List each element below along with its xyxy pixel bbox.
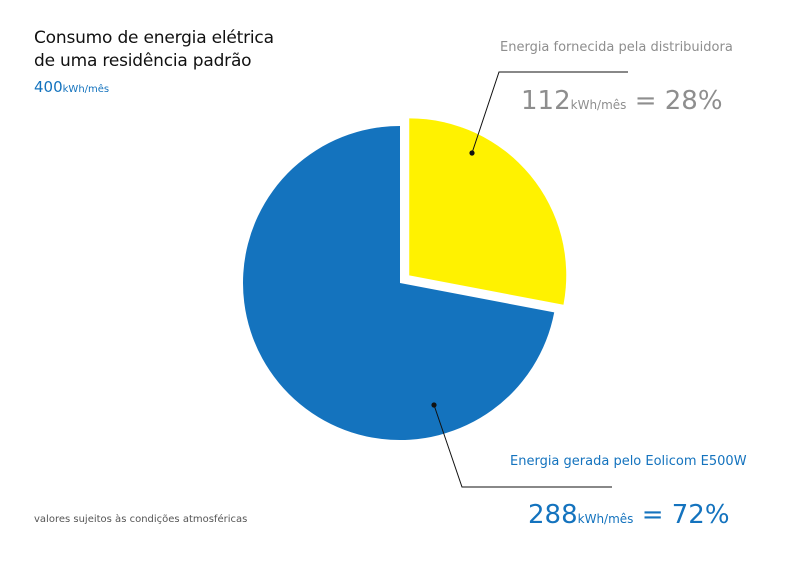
footnote: valores sujeitos às condições atmosféric… xyxy=(34,514,248,525)
chart-title-line-1: Consumo de energia elétrica xyxy=(34,28,274,48)
generated-unit: kWh/mês xyxy=(577,512,634,526)
leader-line-supplier xyxy=(471,71,628,154)
generated-kwh: 288 xyxy=(528,500,578,530)
slice-label-supplier: Energia fornecida pela distribuidora xyxy=(500,40,733,55)
leader-dot-supplier xyxy=(469,150,475,156)
total-value: 400 xyxy=(34,78,63,96)
slice-value-supplier: 112kWh/mês = 28% xyxy=(521,86,723,116)
pie-slice-generated xyxy=(243,126,555,440)
supplier-unit: kWh/mês xyxy=(570,98,627,112)
generated-percent: = 72% xyxy=(641,500,730,530)
total-unit: kWh/mês xyxy=(62,84,110,95)
leader-dot-generated xyxy=(431,402,437,408)
total-consumption: 400kWh/mês xyxy=(34,78,109,96)
supplier-percent: = 28% xyxy=(634,86,723,116)
chart-title-line-2: de uma residência padrão xyxy=(34,51,252,71)
slice-label-generated: Energia gerada pelo Eolicom E500W xyxy=(510,454,747,469)
chart-title: Consumo de energia elétrica de uma resid… xyxy=(34,27,274,73)
pie-slice-supplier xyxy=(409,118,567,305)
leader-line-generated xyxy=(433,404,612,488)
slice-value-generated: 288kWh/mês = 72% xyxy=(528,500,730,530)
supplier-kwh: 112 xyxy=(521,86,571,116)
